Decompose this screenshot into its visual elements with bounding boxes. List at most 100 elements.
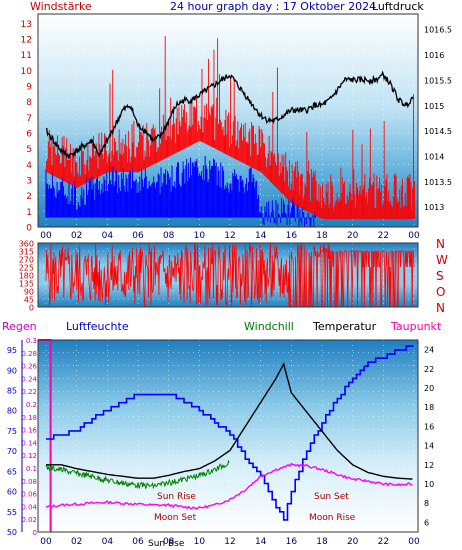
wind-tick-label: 5 — [26, 145, 32, 155]
compass-w: W — [436, 253, 448, 267]
time-tick-label: 12 — [224, 537, 235, 547]
wind-tick-label: 13 — [21, 20, 32, 30]
regen-tick-label: 0.14 — [21, 439, 37, 447]
compass-o: O — [436, 285, 445, 299]
wind-pressure-time-axis: 00 02 04 06 08 10 12 14 16 18 20 22 00 — [40, 231, 420, 241]
climate-plot-area — [38, 340, 418, 532]
temperature-tick-label: 8 — [424, 499, 429, 508]
wind-tick-label: 2 — [26, 192, 32, 202]
temperature-tick-label: 18 — [424, 403, 434, 412]
humidity-tick-label: 85 — [7, 387, 17, 396]
wind-tick-label: 9 — [26, 83, 32, 93]
temperature-tick-label: 10 — [424, 480, 434, 489]
regen-tick-label: 0.18 — [21, 414, 37, 422]
luftdruck-label: Luftdruck — [372, 0, 424, 13]
humidity-axis: 50 55 60 65 70 75 80 85 90 95 — [7, 340, 23, 537]
time-tick-label: 16 — [286, 537, 298, 547]
temperature-axis: 6 8 10 12 14 16 18 20 22 24 — [424, 346, 434, 528]
temperature-tick-label: 12 — [424, 461, 434, 470]
sun-rise-annotation: Sun Rise — [157, 492, 196, 502]
time-tick-label: 12 — [224, 231, 235, 241]
pressure-axis: 1013 1013.5 1014 1014.5 1015 1015.5 1016 1016.5 — [424, 26, 452, 212]
regen-tick-label: 0 — [33, 529, 37, 537]
regen-tick-label: 0.2 — [26, 401, 37, 409]
compass-s: S — [436, 269, 444, 283]
time-tick-label: 00 — [40, 537, 52, 547]
pressure-tick-label: 1016 — [424, 51, 444, 60]
time-tick-label: 22 — [378, 537, 389, 547]
temperature-tick-label: 16 — [424, 422, 434, 431]
humidity-tick-label: 90 — [7, 366, 17, 375]
temperature-tick-label: 6 — [424, 518, 429, 527]
regen-tick-label: 0.08 — [21, 478, 37, 486]
chart-title: 24 hour graph day : 17 Oktober 2024 — [170, 0, 376, 13]
temperature-tick-label: 20 — [424, 384, 434, 393]
moon-rise-annotation: Moon Rise — [309, 513, 356, 523]
regen-tick-label: 0.28 — [21, 350, 37, 358]
windchill-line — [45, 459, 230, 490]
direction-tick-label: 90 — [24, 288, 34, 297]
compass-n-bottom: N — [436, 301, 445, 315]
time-tick-label: 04 — [102, 231, 114, 241]
direction-tick-label: 180 — [19, 272, 34, 281]
time-tick-label: 14 — [255, 231, 267, 241]
humidity-tick-label: 70 — [7, 447, 17, 456]
wind-tick-label: 1 — [26, 208, 32, 218]
humidity-tick-label: 80 — [7, 407, 17, 416]
climate-time-axis: 00 02 04 06 08 10 12 14 16 18 20 22 00 — [40, 537, 420, 547]
time-tick-label: 20 — [347, 537, 359, 547]
time-tick-label: 02 — [71, 231, 82, 241]
temperature-tick-label: 14 — [424, 442, 434, 451]
pressure-tick-label: 1014.5 — [424, 127, 452, 136]
time-tick-label: 22 — [378, 231, 389, 241]
wind-tick-label: 0 — [26, 224, 32, 234]
regen-tick-label: 0.24 — [21, 375, 37, 383]
windstaerke-label: Windstärke — [30, 0, 92, 13]
direction-tick-label: 315 — [19, 248, 34, 257]
humidity-tick-label: 65 — [7, 467, 17, 476]
pressure-tick-label: 1015.5 — [424, 76, 452, 85]
sun-bse-label: Sun Bse — [148, 539, 185, 549]
wind-tick-label: 12 — [21, 36, 32, 46]
wind-tick-label: 10 — [21, 67, 33, 77]
sun-set-annotation: Sun Set — [314, 492, 349, 502]
direction-tick-label: 270 — [19, 256, 34, 265]
time-tick-label: 10 — [194, 537, 206, 547]
regen-tick-label: 0.1 — [26, 465, 37, 473]
direction-tick-label: 45 — [24, 296, 34, 305]
time-tick-label: 18 — [316, 537, 328, 547]
luftfeuchte-label: Luftfeuchte — [66, 320, 129, 333]
compass-n-top: N — [436, 237, 445, 251]
direction-tick-label: 360 — [19, 240, 34, 249]
regen-tick-label: 0.02 — [21, 516, 37, 524]
time-tick-label: 04 — [102, 537, 114, 547]
pressure-tick-label: 1015 — [424, 102, 444, 111]
wind-pressure-frame — [37, 13, 419, 228]
regen-axis: 0 0.02 0.04 0.06 0.08 0.1 0.12 0.14 0.16 0.18 0.2 0… — [21, 337, 37, 537]
temperature-line — [46, 362, 413, 480]
regen-tick-label: 0.16 — [21, 427, 37, 435]
wind-tick-label: 4 — [26, 161, 32, 171]
windchill-label: Windchill — [244, 320, 294, 333]
time-tick-label: 08 — [163, 537, 175, 547]
time-tick-label: 00 — [408, 231, 420, 241]
wind-tick-label: 8 — [26, 98, 32, 108]
wind-tick-label: 6 — [26, 130, 32, 140]
wind-direction-series — [45, 243, 415, 308]
dewpoint-line — [45, 462, 413, 510]
moon-set-annotation: Moon Set — [154, 513, 197, 523]
compass-labels: N W S O N — [436, 237, 448, 315]
direction-tick-label: 135 — [19, 280, 34, 289]
time-tick-label: 06 — [132, 231, 144, 241]
pressure-tick-label: 1013.5 — [424, 178, 452, 187]
wind-pressure-series — [45, 35, 415, 227]
time-tick-label: 08 — [163, 231, 175, 241]
pressure-tick-label: 1014 — [424, 153, 444, 162]
humidity-tick-label: 95 — [7, 346, 17, 355]
pressure-tick-label: 1016.5 — [424, 26, 452, 35]
direction-tick-label: 0 — [29, 304, 34, 313]
pressure-line — [45, 70, 414, 159]
